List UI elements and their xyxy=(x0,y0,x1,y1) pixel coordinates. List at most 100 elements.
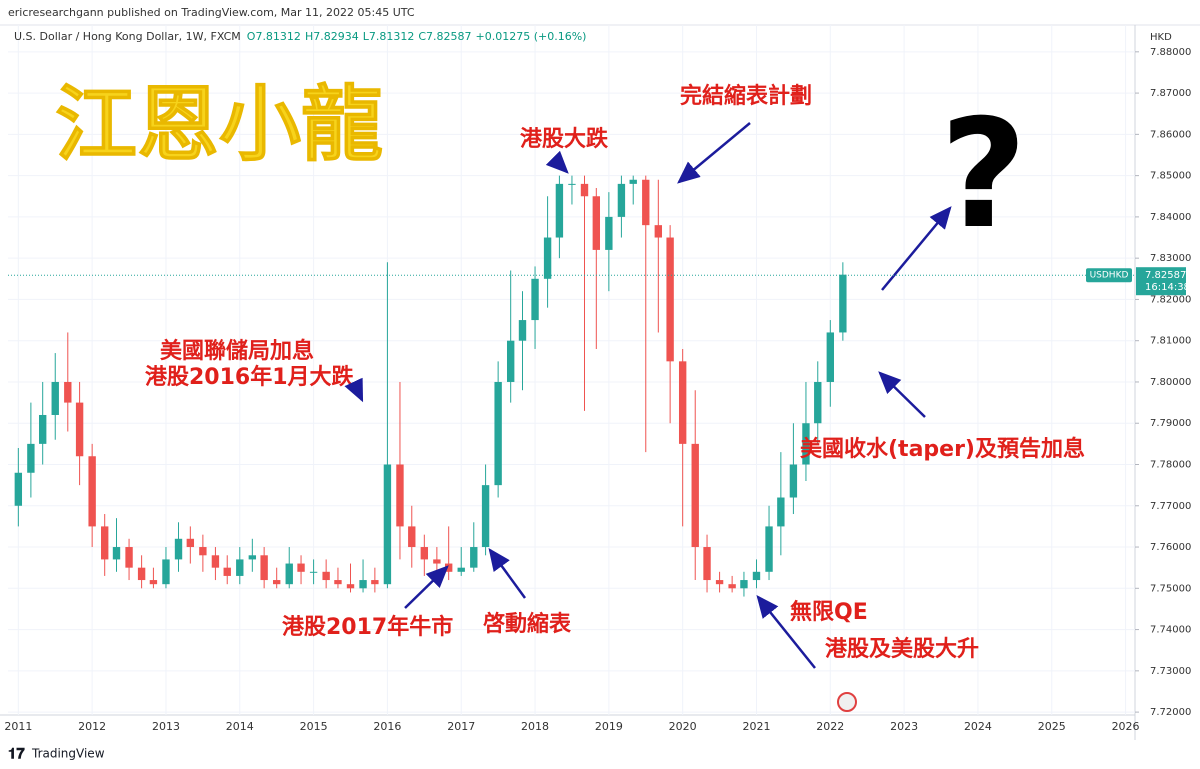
x-tick-label: 2013 xyxy=(152,720,180,733)
y-tick-label: 7.77000 xyxy=(1150,501,1191,512)
candle-body xyxy=(51,381,59,415)
high: H7.82934 xyxy=(305,30,359,43)
x-tick-label: 2015 xyxy=(300,720,328,733)
y-tick-label: 7.87000 xyxy=(1150,88,1191,99)
candle-body xyxy=(814,381,822,424)
candle-body xyxy=(236,559,244,576)
candle-body xyxy=(555,183,564,238)
candle-body xyxy=(629,179,637,184)
candle-body xyxy=(322,571,330,581)
candle-body xyxy=(396,464,404,527)
x-tick-label: 2021 xyxy=(742,720,770,733)
publisher: ericresearchgann published on TradingVie… xyxy=(8,6,415,19)
candle-body xyxy=(149,580,158,585)
candle-body xyxy=(408,526,416,548)
x-tick-label: 2024 xyxy=(964,720,992,733)
candle-body xyxy=(518,320,527,341)
x-tick-label: 2016 xyxy=(373,720,401,733)
symbol-name: U.S. Dollar / Hong Kong Dollar, 1W, FXCM xyxy=(14,30,241,43)
y-tick-label: 7.72000 xyxy=(1150,707,1191,718)
y-tick-label: 7.85000 xyxy=(1150,171,1191,182)
x-tick-label: 2020 xyxy=(669,720,697,733)
candle-body xyxy=(543,237,552,279)
candle-body xyxy=(494,381,502,486)
arrow xyxy=(404,565,449,609)
x-tick-label: 2023 xyxy=(890,720,918,733)
currency: HKD xyxy=(1150,32,1172,43)
candle-body xyxy=(433,559,441,564)
y-tick-label: 7.86000 xyxy=(1150,129,1191,140)
candle-body xyxy=(592,196,601,250)
change: +0.01275 (+0.16%) xyxy=(476,30,587,43)
candle-body xyxy=(14,472,23,506)
x-tick-label: 2012 xyxy=(78,720,106,733)
y-tick-label: 7.75000 xyxy=(1150,583,1191,594)
x-tick-label: 2026 xyxy=(1112,720,1140,733)
candle-body xyxy=(125,547,133,568)
x-tick-label: 2019 xyxy=(595,720,623,733)
y-tick-label: 7.78000 xyxy=(1150,460,1191,471)
candle-body xyxy=(654,225,663,238)
candle-body xyxy=(199,547,207,556)
candle-body xyxy=(457,567,465,572)
y-tick-label: 7.81000 xyxy=(1150,336,1191,347)
candle-body xyxy=(39,414,47,444)
question-mark: ? xyxy=(940,88,1027,262)
candle-body xyxy=(642,179,650,226)
candle-body xyxy=(728,584,736,589)
price-tag xyxy=(1136,267,1186,296)
x-tick-label: 2022 xyxy=(816,720,844,733)
arrow xyxy=(677,122,751,184)
x-tick-label: 2017 xyxy=(447,720,475,733)
annotation: 港股大跌 xyxy=(520,127,609,152)
candle-body xyxy=(101,526,109,560)
y-tick-label: 7.79000 xyxy=(1150,418,1191,429)
plot xyxy=(8,25,1135,715)
candle-body xyxy=(666,237,674,362)
candle-body xyxy=(64,381,72,403)
annotation: 港股2016年1月大跌 xyxy=(145,364,355,390)
candle-body xyxy=(802,423,810,465)
candle-body xyxy=(260,555,268,581)
arrow xyxy=(756,595,816,669)
candle-body xyxy=(691,443,699,548)
candle-body xyxy=(162,559,170,585)
annotation: 港股及美股大升 xyxy=(825,636,979,662)
candle-body xyxy=(371,580,379,585)
y-tick-label: 7.80000 xyxy=(1150,377,1191,388)
candle-body xyxy=(248,555,257,560)
candle-body xyxy=(211,555,220,568)
annotation: 港股2017年牛市 xyxy=(282,614,453,640)
arrow xyxy=(488,547,527,599)
candle-body xyxy=(88,456,96,527)
candle-body xyxy=(297,563,305,572)
candle-body xyxy=(740,580,748,589)
annotation: 啓動縮表 xyxy=(483,611,572,637)
footer: TradingView xyxy=(31,747,105,761)
candle-body xyxy=(334,580,342,585)
candle-body xyxy=(765,526,773,572)
x-tick-label: 2025 xyxy=(1038,720,1066,733)
y-tick-label: 7.84000 xyxy=(1150,212,1191,223)
event-flag[interactable] xyxy=(837,692,857,712)
symbol: U.S. Dollar / Hong Kong Dollar, 1W, FXCM… xyxy=(14,30,586,43)
candle-body xyxy=(174,538,183,560)
y-tick-label: 7.73000 xyxy=(1150,666,1191,677)
countdown: 16:14:38 xyxy=(1145,282,1190,293)
arrow xyxy=(878,371,926,418)
candle-body xyxy=(112,547,121,560)
candle-body xyxy=(531,278,539,321)
candle-body xyxy=(703,547,711,581)
x-tick-label: 2014 xyxy=(226,720,254,733)
symbol-tag xyxy=(1086,268,1132,283)
y-tick-label: 7.82000 xyxy=(1150,294,1191,305)
y-tick-label: 7.88000 xyxy=(1150,47,1191,58)
annotation: 美國聯儲局加息 xyxy=(160,338,314,364)
symbol-tag-label: USDHKD xyxy=(1090,271,1129,281)
candle-body xyxy=(272,580,281,585)
title: 江恩小龍 xyxy=(55,77,383,172)
candle-body xyxy=(346,584,355,589)
low: L7.81312 xyxy=(363,30,415,43)
candle-body xyxy=(75,402,84,457)
